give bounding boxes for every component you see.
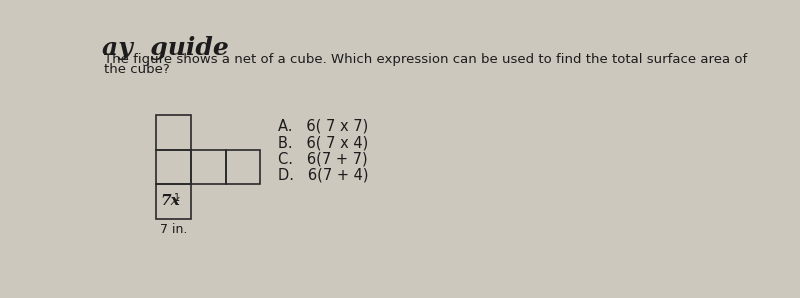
Text: B.   6( 7 x 4): B. 6( 7 x 4) [278,135,369,150]
Bar [156,150,190,184]
Bar [156,115,190,150]
Bar [226,150,261,184]
Text: D.   6(7 + 4): D. 6(7 + 4) [278,167,369,182]
Bar [190,150,226,184]
Text: 7x: 7x [161,194,180,208]
Text: C.   6(7 + 7): C. 6(7 + 7) [278,151,368,166]
Text: 1: 1 [174,193,181,203]
Text: 7 in.: 7 in. [159,223,187,236]
Text: A.   6( 7 x 7): A. 6( 7 x 7) [278,119,369,134]
Text: the cube?: the cube? [104,63,170,76]
Text: The figure shows a net of a cube. Which expression can be used to find the total: The figure shows a net of a cube. Which … [104,53,747,66]
Text: ay  guide: ay guide [102,36,229,60]
Bar [156,184,190,219]
